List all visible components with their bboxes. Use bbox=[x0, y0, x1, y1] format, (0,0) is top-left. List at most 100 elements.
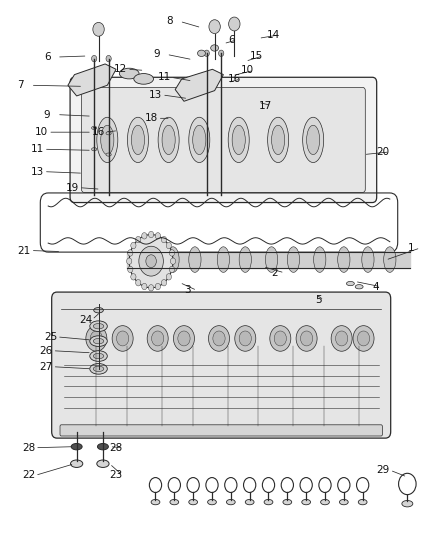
Text: 24: 24 bbox=[79, 315, 92, 325]
Polygon shape bbox=[175, 69, 223, 101]
FancyBboxPatch shape bbox=[81, 87, 365, 192]
Ellipse shape bbox=[239, 247, 251, 272]
Circle shape bbox=[86, 326, 107, 351]
Circle shape bbox=[336, 331, 348, 346]
Text: 3: 3 bbox=[184, 286, 191, 295]
Circle shape bbox=[90, 331, 102, 346]
Text: 14: 14 bbox=[267, 30, 280, 39]
Ellipse shape bbox=[93, 324, 104, 329]
FancyBboxPatch shape bbox=[52, 292, 391, 438]
Ellipse shape bbox=[90, 364, 107, 374]
Circle shape bbox=[173, 326, 194, 351]
Ellipse shape bbox=[264, 499, 273, 505]
Circle shape bbox=[136, 279, 141, 286]
Ellipse shape bbox=[158, 117, 179, 163]
Circle shape bbox=[270, 326, 291, 351]
Circle shape bbox=[127, 266, 133, 272]
Text: 1: 1 bbox=[407, 243, 414, 253]
Circle shape bbox=[170, 250, 175, 256]
Text: 2: 2 bbox=[272, 268, 278, 278]
Circle shape bbox=[148, 285, 154, 291]
Ellipse shape bbox=[189, 117, 210, 163]
Ellipse shape bbox=[226, 499, 235, 505]
Circle shape bbox=[300, 331, 313, 346]
Ellipse shape bbox=[321, 499, 329, 505]
Circle shape bbox=[142, 284, 147, 290]
Circle shape bbox=[296, 326, 317, 351]
Circle shape bbox=[170, 258, 176, 264]
Text: 28: 28 bbox=[22, 443, 35, 453]
Ellipse shape bbox=[167, 247, 179, 272]
Ellipse shape bbox=[384, 247, 396, 272]
Circle shape bbox=[131, 243, 136, 249]
Ellipse shape bbox=[402, 500, 413, 507]
Ellipse shape bbox=[338, 247, 350, 272]
Ellipse shape bbox=[339, 499, 348, 505]
Text: 11: 11 bbox=[31, 144, 44, 154]
Circle shape bbox=[147, 326, 168, 351]
Circle shape bbox=[155, 284, 160, 290]
Ellipse shape bbox=[189, 247, 201, 272]
Ellipse shape bbox=[307, 125, 320, 155]
Circle shape bbox=[106, 55, 111, 62]
Text: 16: 16 bbox=[92, 127, 105, 137]
Ellipse shape bbox=[93, 353, 104, 359]
Ellipse shape bbox=[94, 308, 103, 313]
Ellipse shape bbox=[92, 148, 97, 151]
Circle shape bbox=[331, 326, 352, 351]
Circle shape bbox=[131, 273, 136, 280]
Ellipse shape bbox=[170, 499, 179, 505]
Text: 22: 22 bbox=[22, 471, 35, 480]
Text: 27: 27 bbox=[39, 362, 53, 372]
Circle shape bbox=[152, 331, 164, 346]
Ellipse shape bbox=[302, 499, 311, 505]
Ellipse shape bbox=[92, 126, 97, 130]
Text: 28: 28 bbox=[110, 443, 123, 453]
Text: 6: 6 bbox=[228, 35, 234, 45]
Circle shape bbox=[166, 273, 171, 280]
Ellipse shape bbox=[189, 499, 198, 505]
Ellipse shape bbox=[268, 117, 289, 163]
Text: 26: 26 bbox=[39, 346, 53, 356]
Circle shape bbox=[117, 331, 129, 346]
Ellipse shape bbox=[106, 132, 111, 135]
Circle shape bbox=[139, 246, 163, 276]
Circle shape bbox=[161, 279, 166, 286]
Ellipse shape bbox=[93, 338, 104, 344]
Text: 7: 7 bbox=[18, 80, 24, 90]
Circle shape bbox=[357, 331, 370, 346]
Ellipse shape bbox=[106, 153, 111, 156]
Ellipse shape bbox=[265, 247, 278, 272]
Text: 11: 11 bbox=[158, 72, 171, 82]
Ellipse shape bbox=[314, 247, 326, 272]
Ellipse shape bbox=[193, 125, 206, 155]
Text: 17: 17 bbox=[258, 101, 272, 110]
Text: 19: 19 bbox=[66, 183, 79, 192]
Text: 9: 9 bbox=[44, 110, 50, 119]
FancyBboxPatch shape bbox=[70, 77, 377, 203]
Ellipse shape bbox=[131, 125, 145, 155]
Ellipse shape bbox=[208, 499, 216, 505]
Ellipse shape bbox=[362, 247, 374, 272]
Ellipse shape bbox=[228, 117, 249, 163]
Circle shape bbox=[127, 258, 132, 264]
Ellipse shape bbox=[127, 117, 148, 163]
Circle shape bbox=[170, 266, 175, 272]
Ellipse shape bbox=[232, 125, 245, 155]
Ellipse shape bbox=[211, 45, 219, 51]
Circle shape bbox=[142, 232, 147, 239]
Circle shape bbox=[209, 20, 220, 34]
Text: 21: 21 bbox=[18, 246, 31, 255]
Text: 10: 10 bbox=[241, 66, 254, 75]
Text: 15: 15 bbox=[250, 51, 263, 61]
Ellipse shape bbox=[97, 460, 109, 467]
Text: 10: 10 bbox=[35, 127, 48, 137]
Circle shape bbox=[204, 50, 209, 56]
Ellipse shape bbox=[71, 443, 82, 450]
Text: 25: 25 bbox=[44, 332, 57, 342]
Ellipse shape bbox=[272, 125, 285, 155]
Circle shape bbox=[178, 331, 190, 346]
Text: 8: 8 bbox=[166, 17, 173, 26]
Circle shape bbox=[127, 250, 133, 256]
Circle shape bbox=[219, 50, 224, 56]
